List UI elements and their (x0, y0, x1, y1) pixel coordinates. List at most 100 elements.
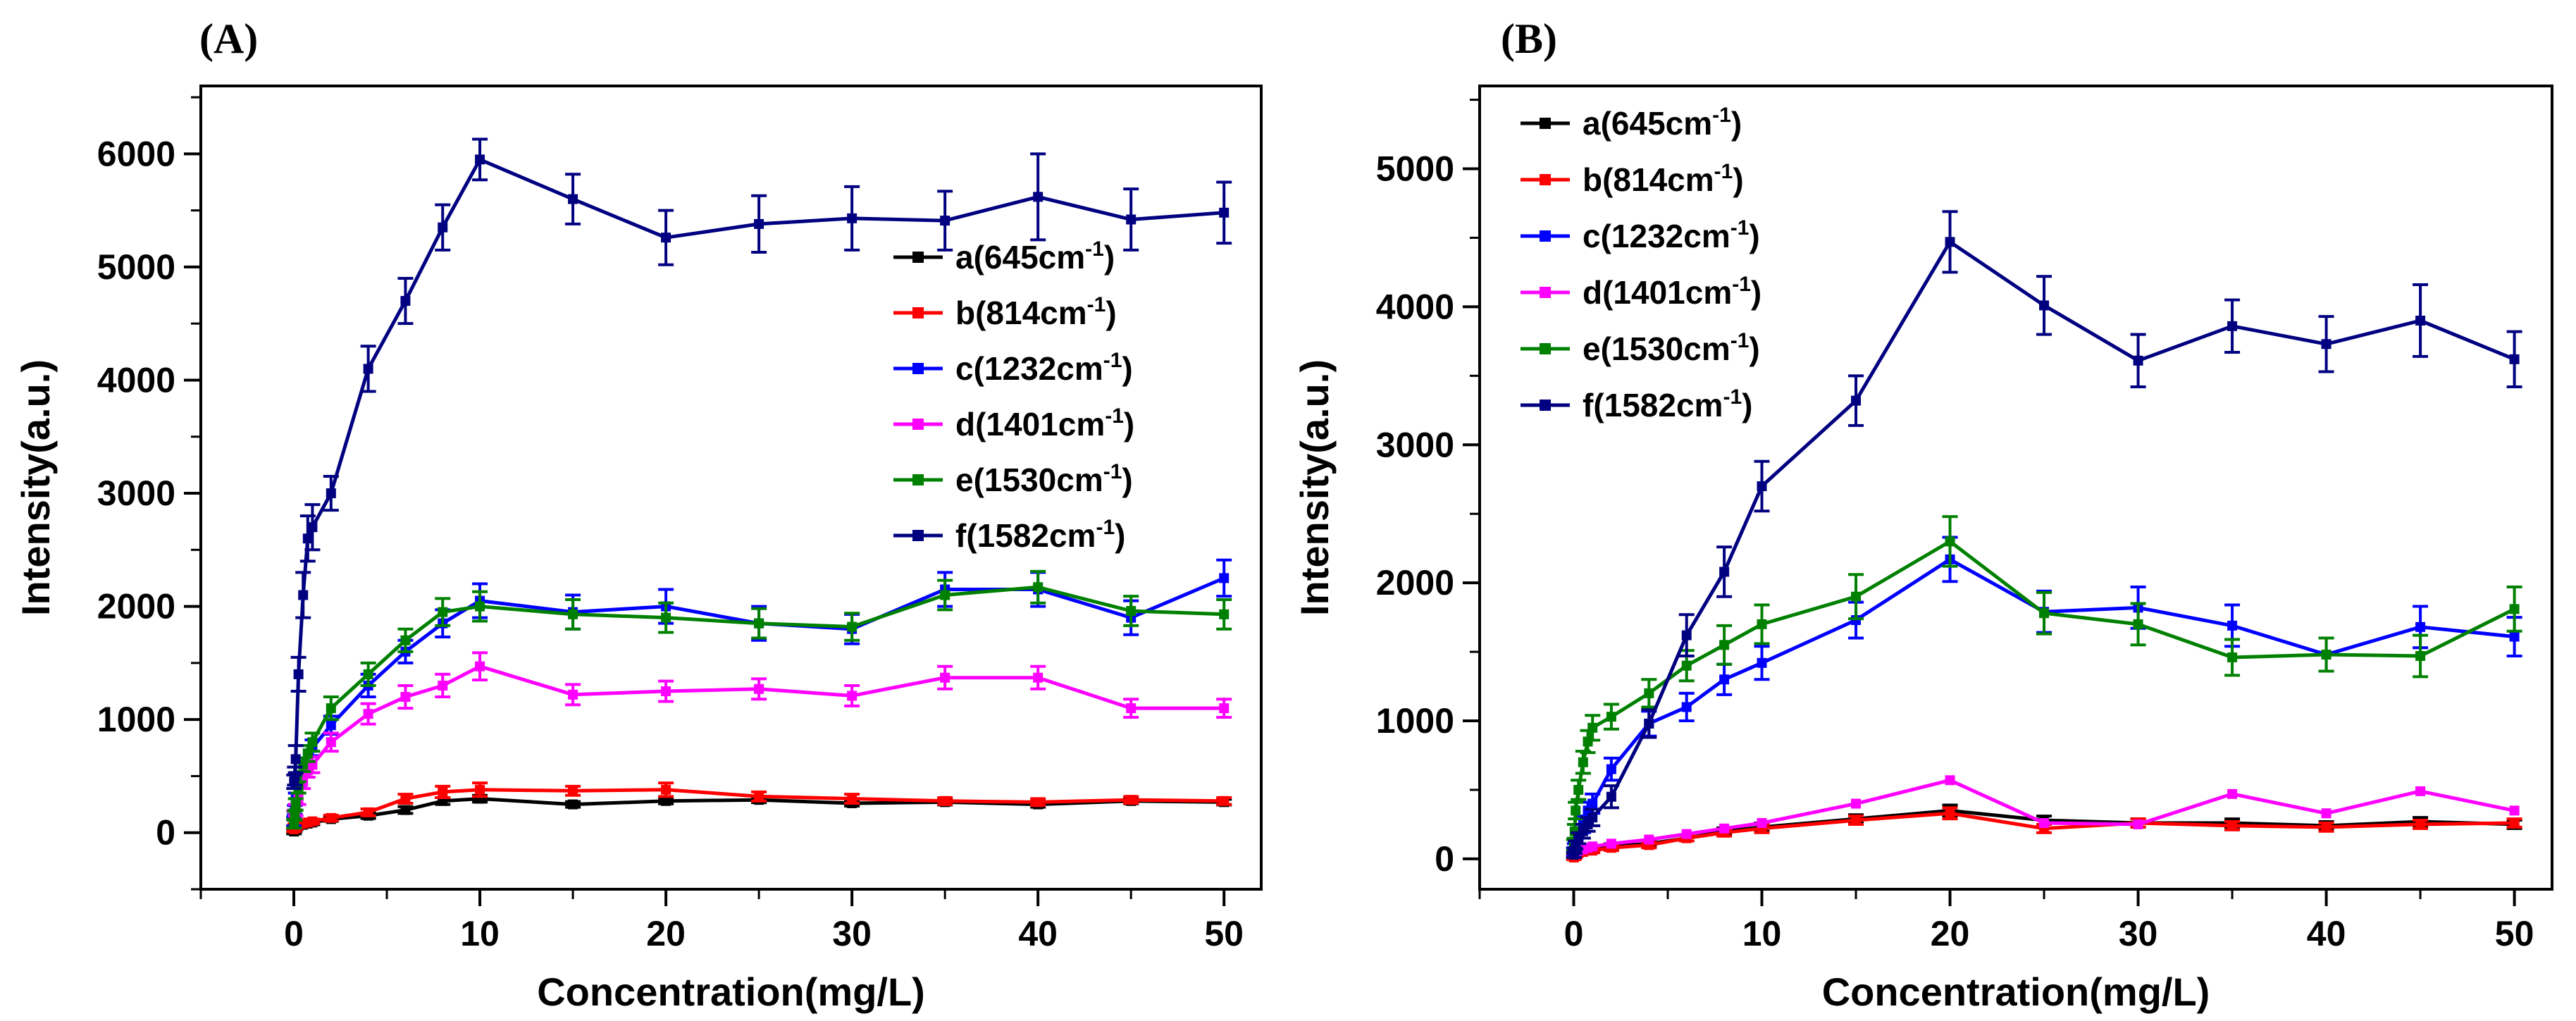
chart-panel-a: 0 10 20 30 40 50 0 1000 2000 3000 4000 5000 6000 Conc… (13, 16, 1263, 1014)
legend-swatch-marker (1540, 118, 1551, 129)
x-tick-label: 10 (1742, 914, 1782, 953)
data-point (1757, 619, 1767, 629)
data-point (940, 672, 950, 683)
data-point (940, 590, 950, 600)
y-axis-title: Intensity(a.u.) (1292, 359, 1337, 616)
data-point (2509, 805, 2520, 816)
legend-label-main: f(1582cm (1583, 387, 1723, 423)
data-point (940, 796, 950, 806)
y-tick-label: 0 (1435, 839, 1454, 879)
data-point (1757, 481, 1767, 492)
data-point (1681, 630, 1692, 641)
data-point (363, 364, 373, 374)
data-point (2415, 650, 2426, 661)
data-point (661, 796, 671, 806)
y-axis-title: Intensity(a.u.) (13, 359, 58, 616)
data-point (1126, 606, 1137, 617)
panel-label: (B) (1501, 16, 1557, 62)
data-point (1851, 395, 1862, 406)
legend-swatch-marker (912, 474, 924, 485)
data-point (326, 737, 336, 748)
data-point (1219, 207, 1230, 218)
data-point (568, 799, 578, 810)
data-point (1126, 795, 1137, 805)
legend-label-tail: ) (1731, 105, 1742, 142)
data-point (1578, 757, 1588, 767)
data-point (1219, 796, 1230, 806)
legend-swatch-marker (912, 307, 924, 318)
data-point (2133, 355, 2143, 366)
data-point (1851, 798, 1862, 809)
data-point (1681, 702, 1692, 712)
data-point (847, 691, 857, 701)
x-tick-label: 40 (2307, 914, 2346, 953)
y-tick-label: 4000 (1376, 287, 1454, 326)
data-point (400, 805, 411, 815)
data-point (1945, 775, 1955, 786)
data-point (363, 807, 373, 817)
data-point (2509, 631, 2520, 642)
data-point (2415, 621, 2426, 632)
series-c (1566, 536, 2522, 858)
data-point (1606, 839, 1616, 849)
y-tick-label: 1000 (97, 700, 175, 739)
data-point (2227, 652, 2238, 662)
data-point (302, 533, 313, 544)
x-tick-label: 20 (1931, 914, 1970, 953)
data-point (2039, 608, 2050, 619)
data-point (661, 612, 671, 623)
data-point (400, 793, 411, 804)
data-point (1587, 722, 1598, 733)
data-point (2227, 321, 2238, 331)
data-point (1587, 798, 1598, 809)
plot-frame (199, 85, 1263, 891)
legend-label-tail: ) (1122, 462, 1132, 498)
data-point (400, 635, 411, 645)
legend-label-main: f(1582cm (955, 517, 1096, 554)
data-point (2227, 620, 2238, 631)
y-tick-label: 3000 (1376, 425, 1454, 464)
data-point (568, 689, 578, 700)
data-point (568, 786, 578, 796)
data-point (1681, 660, 1692, 671)
data-point (1644, 718, 1654, 729)
legend-label-superscript: -1 (1714, 160, 1733, 183)
legend-label-superscript: -1 (1712, 104, 1731, 127)
x-axis-title: Concentration(mg/L) (1822, 970, 2210, 1014)
data-point (1644, 688, 1654, 698)
data-point (1219, 609, 1230, 619)
data-point (568, 609, 578, 619)
legend-label: f(1582cm-1) (1583, 385, 1752, 423)
data-point (475, 661, 485, 672)
legend-label-main: e(1530cm (955, 462, 1103, 498)
data-point (1033, 797, 1044, 807)
data-point (1945, 808, 1955, 819)
series-f (1566, 210, 2522, 860)
data-point (438, 607, 448, 617)
data-point (2321, 650, 2332, 660)
data-point (1587, 841, 1598, 852)
data-point (2039, 300, 2050, 311)
legend-label-tail: ) (1733, 161, 1743, 198)
data-point (1126, 703, 1137, 714)
series-f (286, 137, 1232, 791)
legend-label-tail: ) (1104, 239, 1115, 276)
plot-frame (1478, 85, 2553, 891)
legend-label-main: d(1401cm (1583, 274, 1732, 311)
data-point (438, 680, 448, 691)
data-point (1757, 817, 1767, 828)
legend-label-main: b(814cm (955, 295, 1087, 331)
data-point (293, 669, 304, 679)
data-point (2415, 315, 2426, 326)
data-point (1719, 640, 1730, 650)
legend-swatch-marker (1540, 230, 1551, 242)
chart-panel-b: 0 10 20 30 40 50 0 1000 2000 3000 4000 5000 Concentr… (1292, 16, 2553, 1014)
data-point (1851, 591, 1862, 602)
data-point (326, 703, 336, 714)
data-point (847, 793, 857, 804)
data-point (326, 720, 336, 731)
legend-label-tail: ) (1124, 406, 1134, 443)
data-point (2227, 788, 2238, 799)
y-tick-label: 0 (156, 813, 175, 853)
